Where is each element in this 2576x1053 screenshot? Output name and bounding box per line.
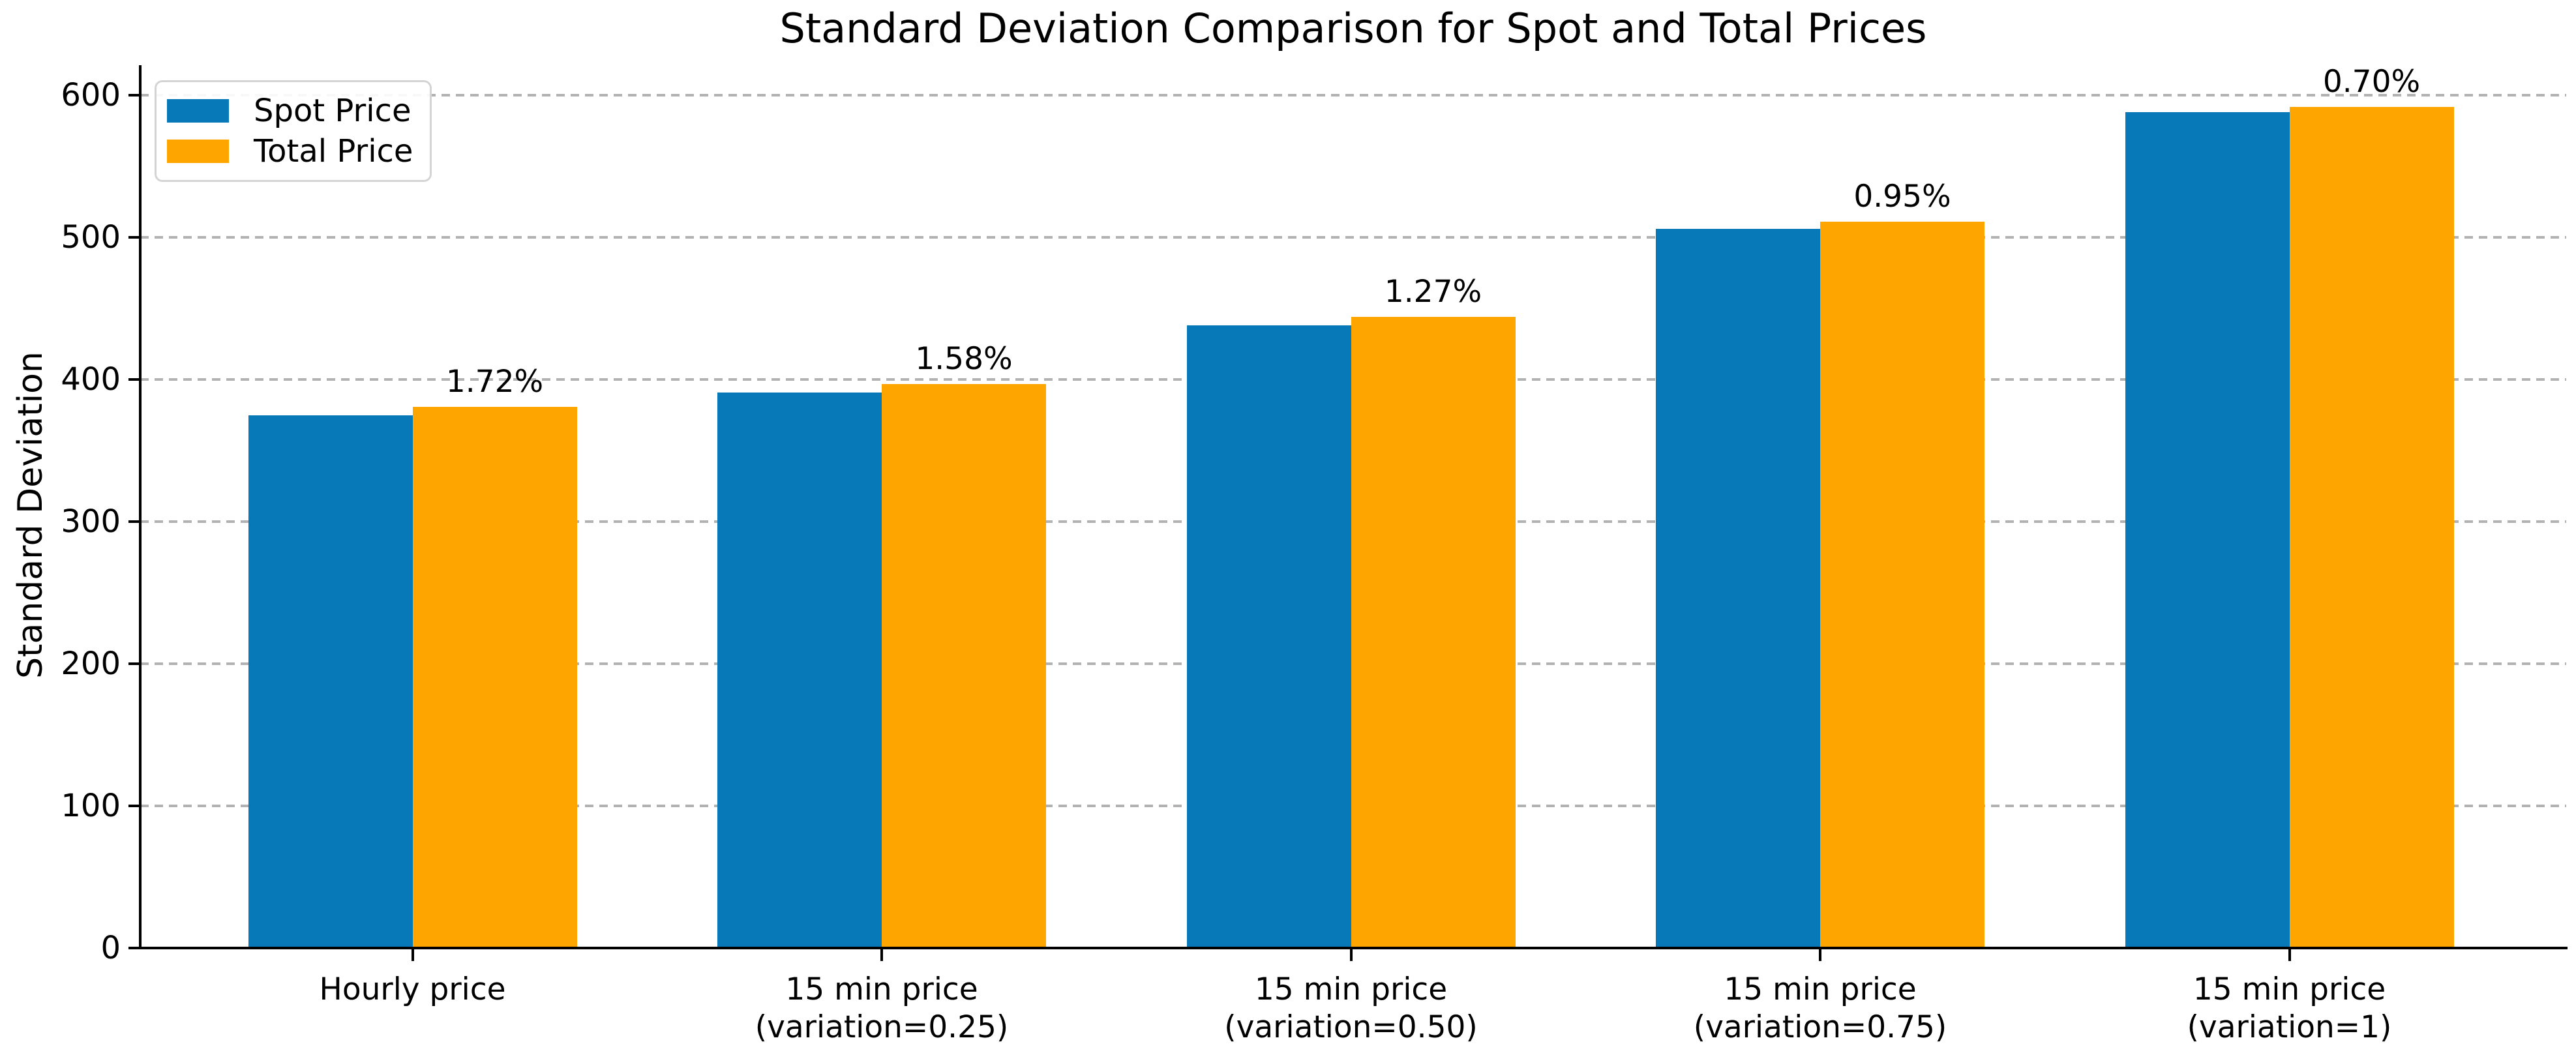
y-tick-label-100: 100 xyxy=(61,788,121,824)
x-tick-label-5: 15 min price (variation=1) xyxy=(2042,971,2538,1046)
x-tick-label-line: 15 min price xyxy=(1254,971,1448,1007)
bar-spot-price-2 xyxy=(717,393,882,947)
bar-total-price-4 xyxy=(1820,222,1984,947)
bar-total-price-1 xyxy=(412,407,577,947)
y-tick-400 xyxy=(128,378,140,381)
bar-total-price-2 xyxy=(882,384,1046,947)
x-tick-label-2: 15 min price (variation=0.25) xyxy=(634,971,1130,1046)
chart-title: Standard Deviation Comparison for Spot a… xyxy=(779,5,1927,52)
x-tick-2 xyxy=(880,949,883,961)
bar-value-label-3: 1.27% xyxy=(1384,274,1482,310)
bar-spot-price-3 xyxy=(1186,325,1351,947)
bar-spot-price-1 xyxy=(248,415,413,947)
y-tick-600 xyxy=(128,94,140,96)
x-tick-label-line: (variation=1) xyxy=(2187,1009,2392,1045)
y-tick-label-400: 400 xyxy=(61,361,121,398)
y-tick-label-0: 0 xyxy=(100,930,121,966)
y-tick-label-200: 200 xyxy=(61,645,121,682)
y-tick-500 xyxy=(128,236,140,239)
bar-value-label-5: 0.70% xyxy=(2322,64,2421,100)
gridline-600 xyxy=(140,94,2566,96)
x-axis-spine xyxy=(139,947,2568,949)
x-tick-label-3: 15 min price (variation=0.50) xyxy=(1103,971,1599,1046)
legend-swatch-total-price xyxy=(167,140,229,163)
y-tick-200 xyxy=(128,662,140,665)
x-tick-label-line: (variation=0.75) xyxy=(1693,1009,1947,1045)
x-tick-3 xyxy=(1349,949,1353,961)
x-tick-label-line: 15 min price xyxy=(1724,971,1917,1007)
legend: Spot Price Total Price xyxy=(155,80,432,182)
gridline-500 xyxy=(140,236,2566,239)
x-tick-4 xyxy=(1819,949,1821,961)
y-tick-label-500: 500 xyxy=(61,219,121,256)
legend-row-spot-price: Spot Price xyxy=(167,91,413,131)
x-tick-label-line: 15 min price xyxy=(785,971,978,1007)
bar-value-label-1: 1.72% xyxy=(445,364,544,400)
y-tick-label-600: 600 xyxy=(61,77,121,113)
bar-value-label-4: 0.95% xyxy=(1853,179,1951,215)
bar-spot-price-5 xyxy=(2125,112,2290,947)
x-tick-label-line: (variation=0.25) xyxy=(755,1009,1009,1045)
y-tick-label-300: 300 xyxy=(61,503,121,540)
y-tick-0 xyxy=(128,947,140,949)
bar-total-price-3 xyxy=(1351,317,1516,947)
x-tick-label-line: (variation=0.50) xyxy=(1224,1009,1478,1045)
x-tick-5 xyxy=(2288,949,2291,961)
legend-label-spot-price: Spot Price xyxy=(254,93,412,129)
x-tick-label-line: Hourly price xyxy=(319,971,506,1007)
x-tick-label-1: Hourly price xyxy=(165,971,661,1009)
x-tick-label-4: 15 min price (variation=0.75) xyxy=(1572,971,2068,1046)
bar-value-label-2: 1.58% xyxy=(915,341,1013,377)
legend-label-total-price: Total Price xyxy=(254,133,413,170)
legend-swatch-spot-price xyxy=(167,99,229,123)
x-tick-1 xyxy=(411,949,414,961)
bar-total-price-5 xyxy=(2289,107,2454,947)
bar-spot-price-4 xyxy=(1656,229,1820,947)
legend-row-total-price: Total Price xyxy=(167,131,413,171)
y-axis-spine xyxy=(139,65,142,949)
y-tick-100 xyxy=(128,805,140,807)
x-tick-label-line: 15 min price xyxy=(2193,971,2386,1007)
y-tick-300 xyxy=(128,520,140,523)
